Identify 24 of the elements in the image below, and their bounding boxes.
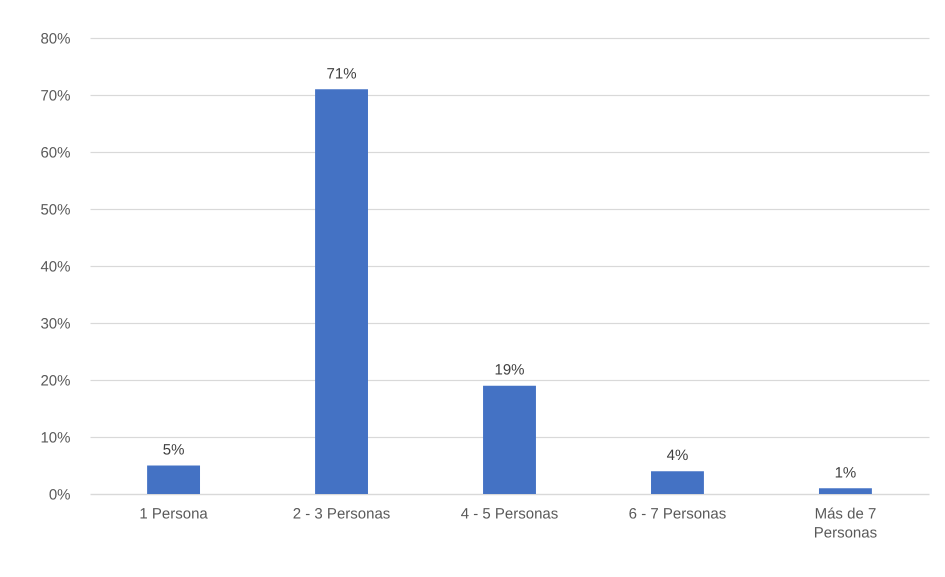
bar [147, 466, 200, 494]
bar [651, 471, 704, 494]
data-label: 4% [666, 447, 688, 464]
x-tick-label: 4 - 5 Personas [460, 506, 558, 522]
data-label: 5% [162, 442, 184, 458]
x-tick-label: 1 Persona [139, 506, 208, 522]
data-label: 1% [834, 464, 856, 482]
y-tick-label: 20% [40, 372, 70, 390]
data-label: 71% [326, 65, 357, 82]
y-tick-label: 80% [40, 30, 70, 48]
y-tick-label: 40% [40, 258, 70, 276]
y-tick-label: 50% [40, 202, 70, 218]
x-tick-label: 6 - 7 Personas [628, 506, 726, 522]
y-tick-label: 70% [40, 88, 70, 104]
x-tick-label: 2 - 3 Personas [292, 506, 390, 522]
data-label: 19% [494, 362, 525, 379]
y-tick-label: 30% [40, 316, 70, 332]
y-tick-label: 10% [40, 430, 70, 446]
x-tick-label: Más de 7 Personas [814, 506, 878, 542]
bar [315, 89, 368, 494]
y-tick-label: 60% [40, 144, 70, 162]
bar [818, 488, 872, 494]
y-tick-label: 0% [48, 486, 70, 504]
bar [483, 386, 536, 494]
